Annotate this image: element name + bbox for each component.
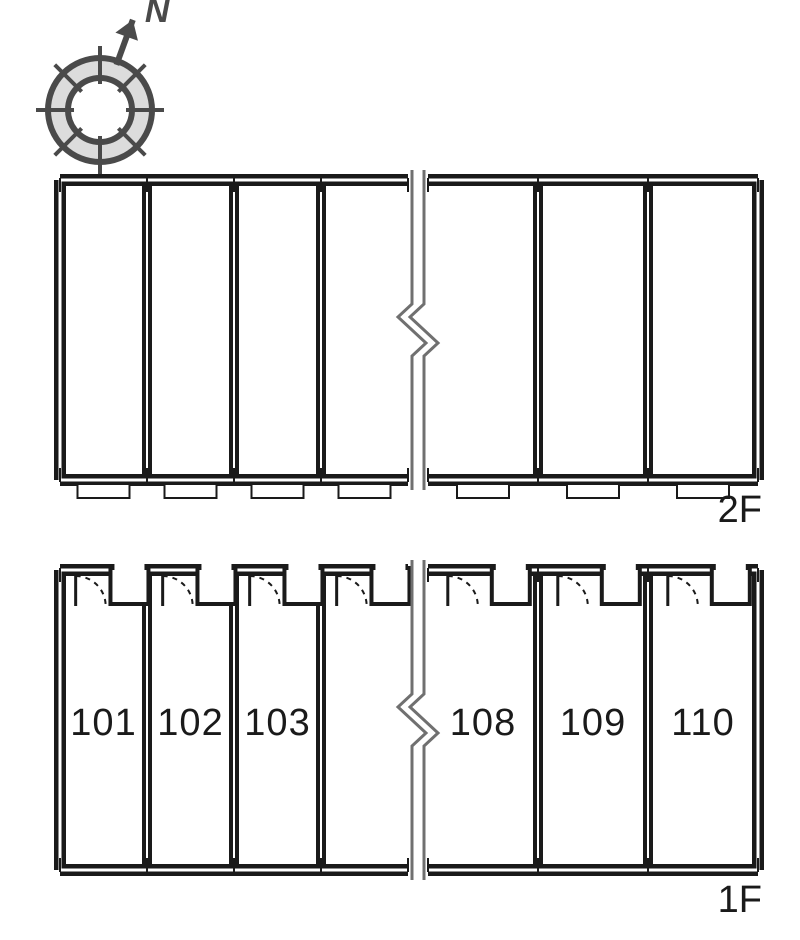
room-label: 101 xyxy=(70,702,136,744)
compass-icon: N xyxy=(36,0,171,174)
room-label: 110 xyxy=(671,702,735,744)
floor-label: 2F xyxy=(718,489,762,531)
room-label: 108 xyxy=(450,702,516,744)
room-label: 103 xyxy=(244,702,310,744)
room-label: 109 xyxy=(560,702,626,744)
floor-2F: 2F xyxy=(60,170,762,531)
floor-1F: 101 102 103 108 109 110 1F xyxy=(60,560,762,921)
floor-layout-diagram: N 2F 101 102 103 108 109 110 1F xyxy=(0,0,800,940)
compass-north-label: N xyxy=(145,0,171,30)
floor-label: 1F xyxy=(718,879,762,921)
room-label: 102 xyxy=(157,702,223,744)
